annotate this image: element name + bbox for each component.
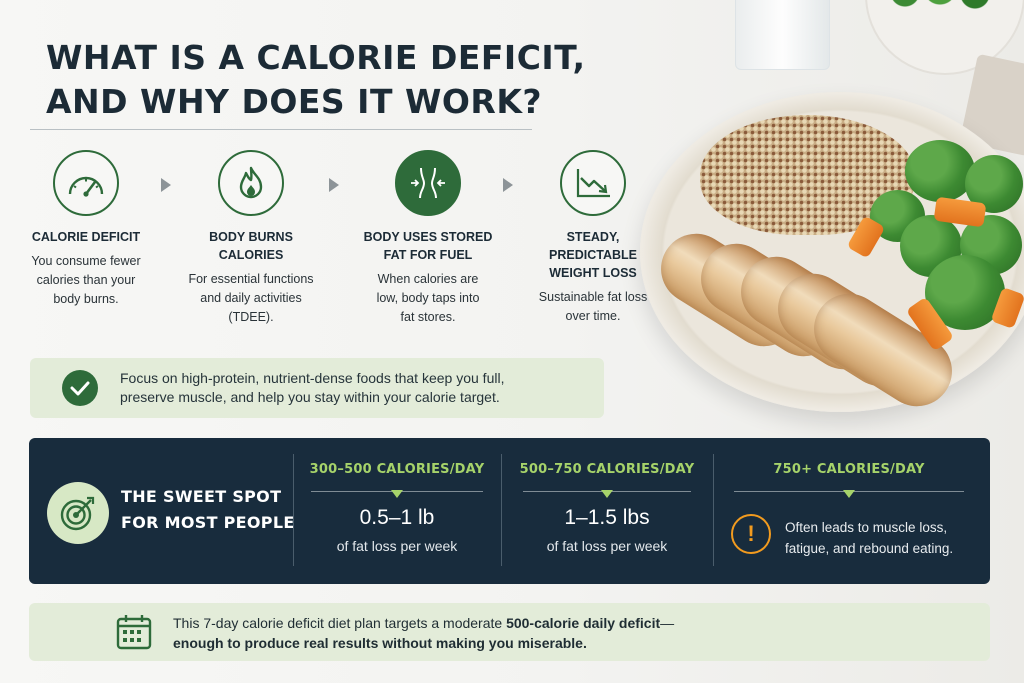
range-rule [523, 490, 691, 498]
range-column-750-plus: 750+ CALORIES/DAY [729, 462, 969, 498]
range-rule [734, 490, 964, 498]
step-uses-stored-fat: BODY USES STORED FAT FOR FUEL When calori… [348, 150, 508, 327]
page-title: WHAT IS A CALORIE DEFICIT, AND WHY DOES … [46, 36, 606, 124]
arrow-right-icon [329, 178, 339, 192]
plan-summary-banner: This 7-day calorie deficit diet plan tar… [29, 603, 990, 661]
checkmark-icon [62, 370, 98, 406]
range-heading: 300–500 CALORIES/DAY [309, 462, 485, 477]
column-divider [293, 454, 294, 566]
range-loss-caption: of fat loss per week [546, 538, 668, 554]
range-loss-value: 1–1.5 lbs [564, 506, 650, 529]
step-steady-weight-loss: STEADY, PREDICTABLE WEIGHT LOSS Sustainabl… [513, 150, 673, 326]
step-description: Sustainable fat loss over time. [538, 290, 648, 323]
arrow-right-icon [161, 178, 171, 192]
step-description: For essential functions and daily activit… [188, 272, 314, 324]
step-body-burns: BODY BURNS CALORIES For essential functio… [171, 150, 331, 327]
tip-text: Focus on high-protein, nutrient-dense fo… [120, 370, 505, 405]
triangle-down-icon [843, 490, 855, 498]
step-title: STEADY, PREDICTABLE WEIGHT LOSS [549, 230, 637, 280]
range-loss-caption: of fat loss per week [336, 538, 458, 554]
triangle-down-icon [601, 490, 613, 498]
title-line: AND WHY DOES IT WORK? [46, 82, 543, 121]
warning-text: Often leads to muscle loss, fatigue, and … [785, 520, 954, 556]
flame-icon [218, 150, 284, 216]
calendar-icon [115, 613, 153, 656]
tip-banner: Focus on high-protein, nutrient-dense fo… [30, 358, 604, 418]
water-glass [735, 0, 830, 70]
range-loss-value: 0.5–1 lb [359, 506, 435, 529]
range-rule [311, 490, 483, 498]
step-title: CALORIE DEFICIT [31, 230, 141, 244]
speedometer-icon [53, 150, 119, 216]
waist-icon [395, 150, 461, 216]
step-description: You consume fewer calories than your body … [31, 254, 141, 306]
sweet-spot-label: THE SWEET SPOT FOR MOST PEOPLE [121, 487, 295, 532]
trend-down-chart-icon [560, 150, 626, 216]
column-divider [501, 454, 502, 566]
target-icon [47, 482, 109, 544]
step-title: BODY BURNS CALORIES [209, 230, 293, 262]
triangle-down-icon [391, 490, 403, 498]
deficit-ranges-panel: THE SWEET SPOT FOR MOST PEOPLE 300–500 CA… [29, 438, 990, 584]
step-title: BODY USES STORED FAT FOR FUEL [363, 230, 493, 262]
warning-icon: ! [731, 514, 771, 554]
plan-summary-text: This 7-day calorie deficit diet plan tar… [173, 615, 675, 651]
column-divider [713, 454, 714, 566]
title-divider [30, 129, 532, 130]
broccoli [905, 140, 975, 202]
range-column-300-500: 300–500 CALORIES/DAY 0.5–1 lb of fat los… [299, 462, 495, 554]
range-column-500-750: 500–750 CALORIES/DAY 1–1.5 lbs of fat lo… [507, 462, 707, 554]
step-calorie-deficit: CALORIE DEFICIT You consume fewer calorie… [6, 150, 166, 309]
range-heading: 750+ CALORIES/DAY [773, 462, 925, 477]
step-description: When calories are low, body taps into fat … [376, 272, 480, 324]
title-line: WHAT IS A CALORIE DEFICIT, [46, 38, 586, 77]
range-heading: 500–750 CALORIES/DAY [519, 462, 695, 477]
arrow-right-icon [503, 178, 513, 192]
